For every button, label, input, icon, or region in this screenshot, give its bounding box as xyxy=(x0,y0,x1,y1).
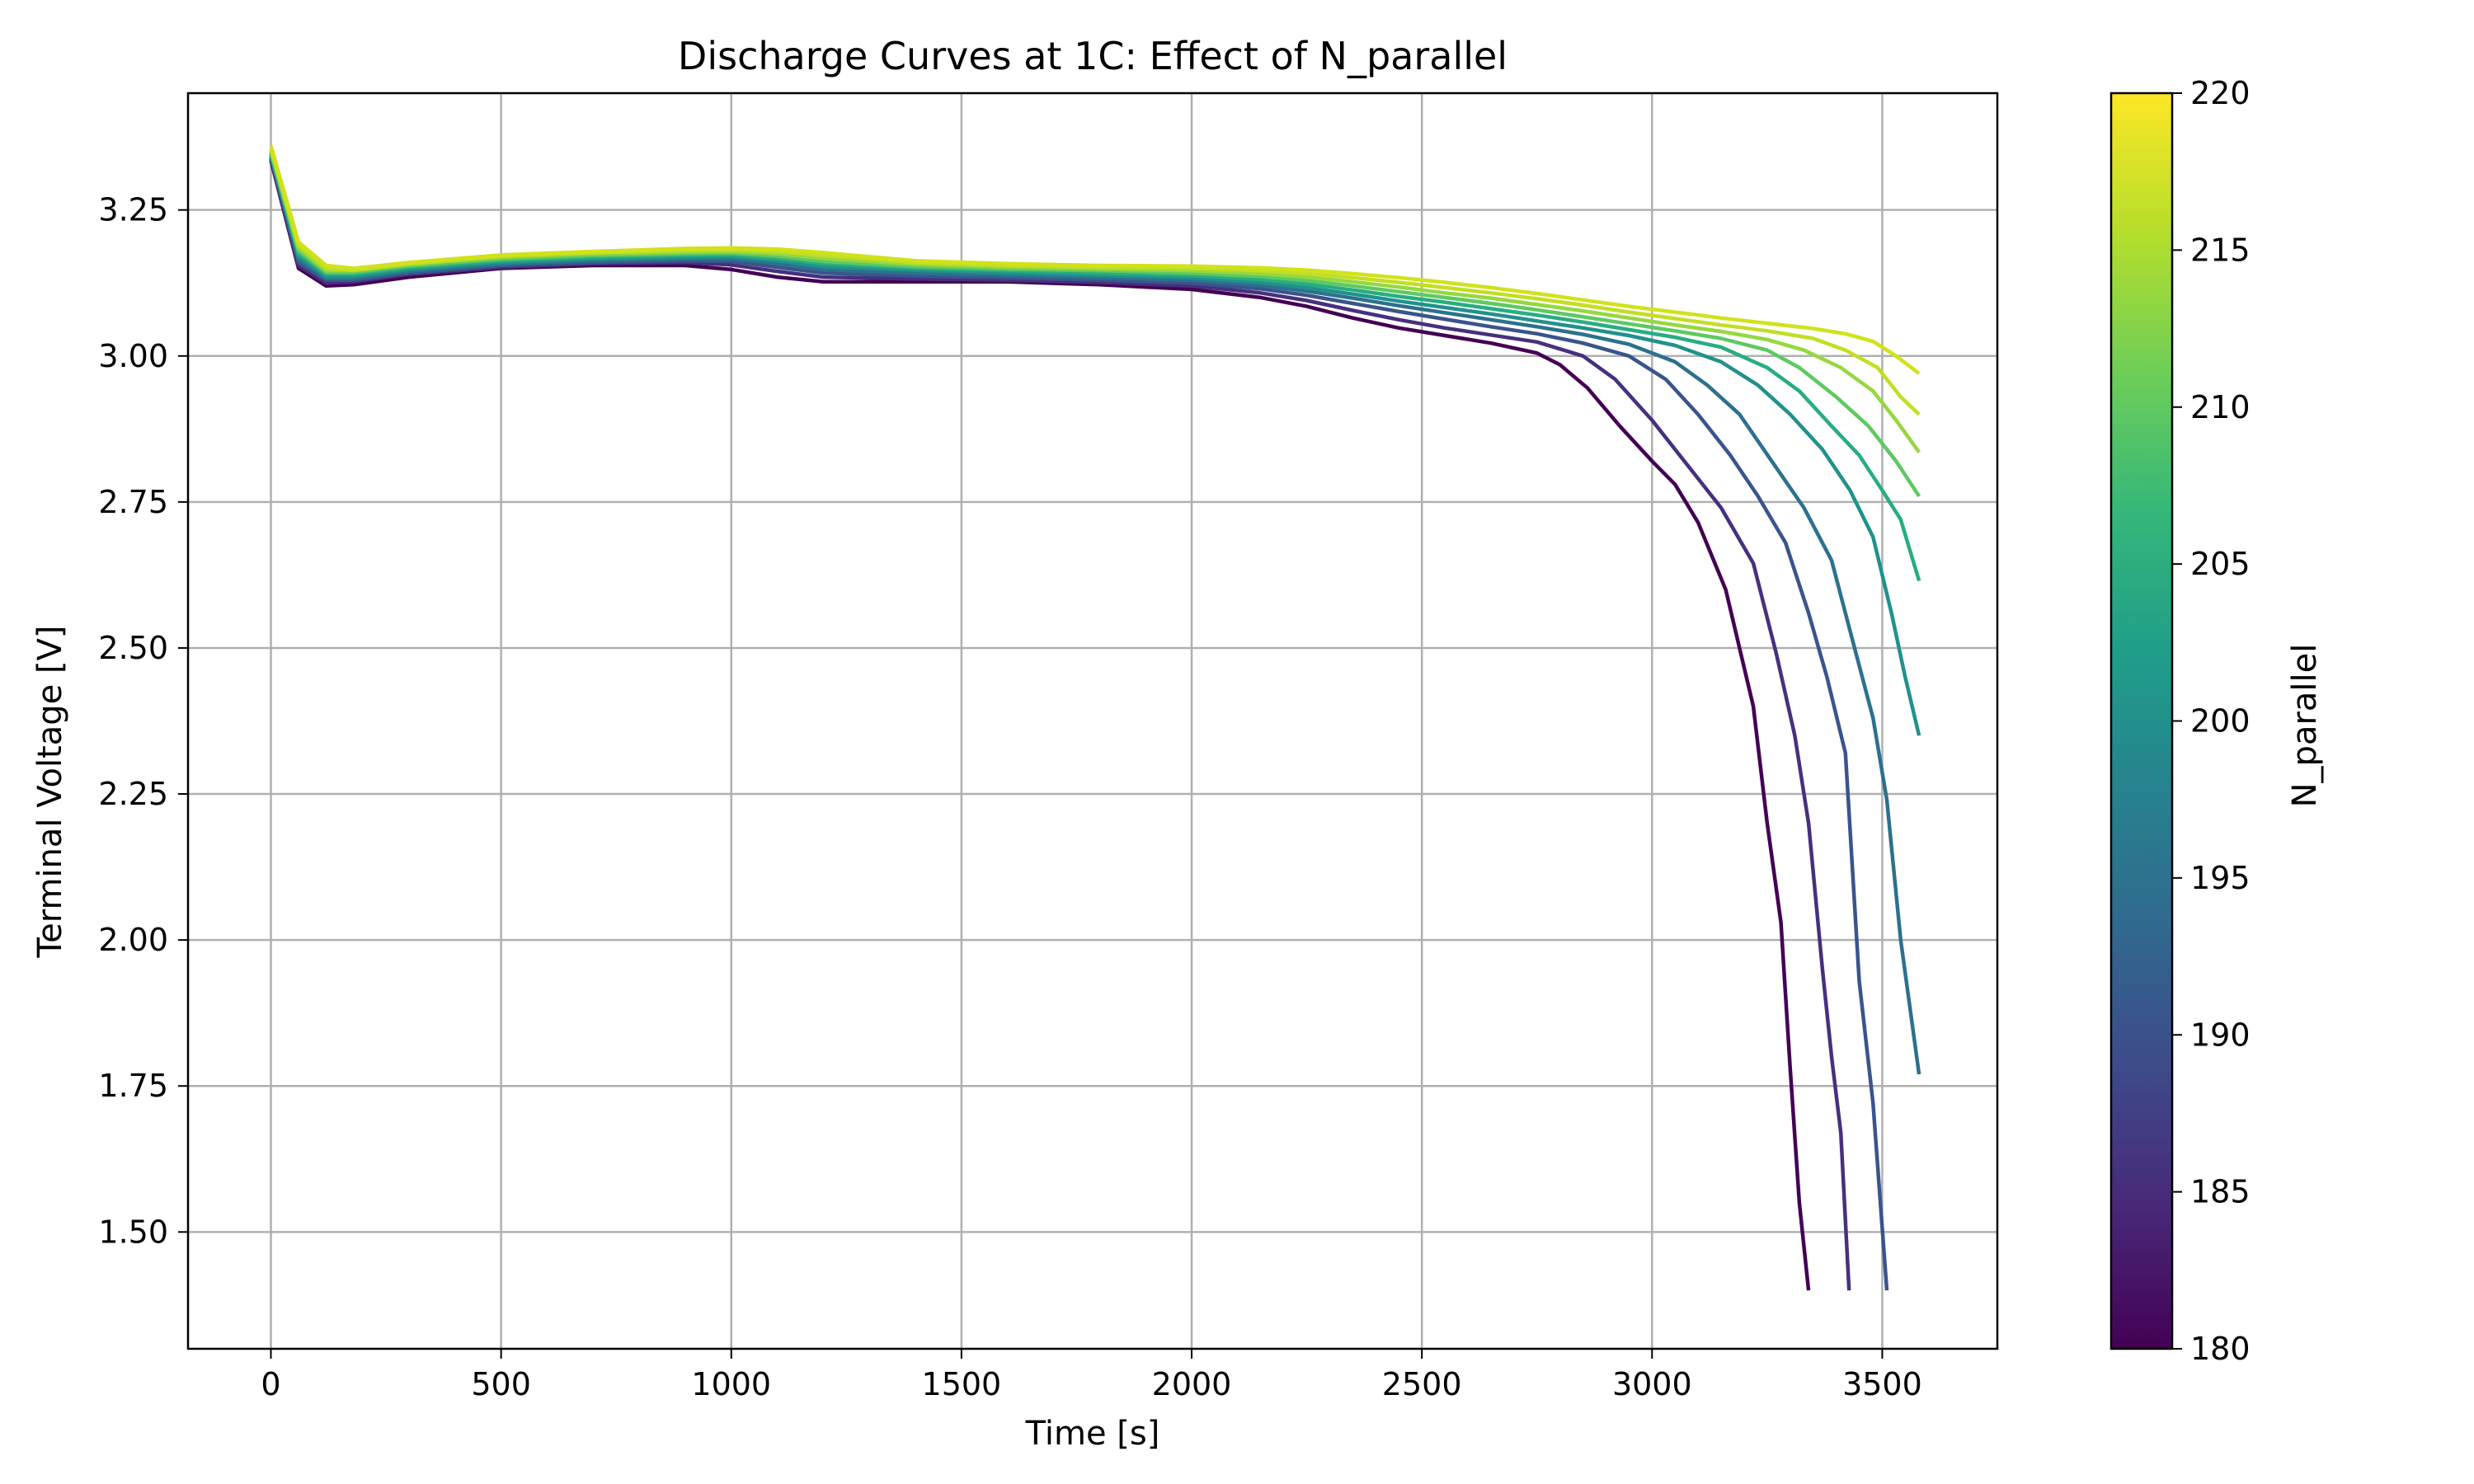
colorbar-tick-label: 200 xyxy=(2190,703,2251,740)
chart-title: Discharge Curves at 1C: Effect of N_para… xyxy=(678,34,1507,78)
x-tick-label: 500 xyxy=(471,1366,531,1402)
x-tick-label: 0 xyxy=(261,1366,280,1402)
series-line xyxy=(269,153,1921,582)
colorbar-tick-label: 215 xyxy=(2190,232,2251,268)
colorbar-tick-label: 185 xyxy=(2190,1174,2251,1210)
y-tick-label: 2.50 xyxy=(98,630,168,666)
colorbar-label: N_parallel xyxy=(2286,644,2324,808)
colorbar-gradient xyxy=(2109,92,2174,1350)
y-tick-label: 2.75 xyxy=(98,484,168,520)
y-axis-ticks: 1.50 1.75 2.00 2.25 2.50 2.75 3.00 3.25 xyxy=(98,192,188,1250)
colorbar-tick-label: 195 xyxy=(2190,860,2251,896)
x-tick-label: 3000 xyxy=(1612,1366,1692,1402)
colorbar: 180 185 190 195 200 205 210 215 220 N_parallel xyxy=(2109,75,2324,1367)
x-axis-label: Time [s] xyxy=(1025,1415,1160,1453)
colorbar-ticks: 180 185 190 195 200 205 210 215 220 xyxy=(2172,75,2251,1367)
y-tick-label: 2.00 xyxy=(98,922,168,958)
x-axis-ticks: 0 500 1000 1500 2000 2500 3000 3500 xyxy=(261,1349,1922,1402)
colorbar-tick-label: 205 xyxy=(2190,546,2251,582)
x-tick-label: 3500 xyxy=(1842,1366,1922,1402)
plot-frame xyxy=(186,92,1999,1350)
series-line xyxy=(269,149,1921,453)
plot-area: 0 500 1000 1500 2000 2500 3000 3500 1.50 1.75 2.0… xyxy=(98,92,1999,1402)
colorbar-tick-label: 180 xyxy=(2190,1331,2251,1367)
x-tick-label: 2500 xyxy=(1382,1366,1462,1402)
y-axis-label: Terminal Voltage [V] xyxy=(31,625,69,958)
x-tick-label: 1000 xyxy=(691,1366,771,1402)
colorbar-tick-label: 220 xyxy=(2190,75,2251,111)
colorbar-tick-label: 190 xyxy=(2190,1017,2251,1053)
series-line xyxy=(269,155,1921,1075)
y-tick-label: 3.25 xyxy=(98,192,168,228)
y-tick-label: 1.50 xyxy=(98,1214,168,1250)
y-tick-label: 1.75 xyxy=(98,1068,168,1104)
y-tick-label: 2.25 xyxy=(98,776,168,812)
x-tick-label: 1500 xyxy=(922,1366,1002,1402)
series-layer xyxy=(269,145,1921,1291)
y-tick-label: 3.00 xyxy=(98,338,168,374)
colorbar-tick-label: 210 xyxy=(2190,389,2251,425)
x-tick-label: 2000 xyxy=(1152,1366,1232,1402)
series-line xyxy=(269,145,1921,375)
